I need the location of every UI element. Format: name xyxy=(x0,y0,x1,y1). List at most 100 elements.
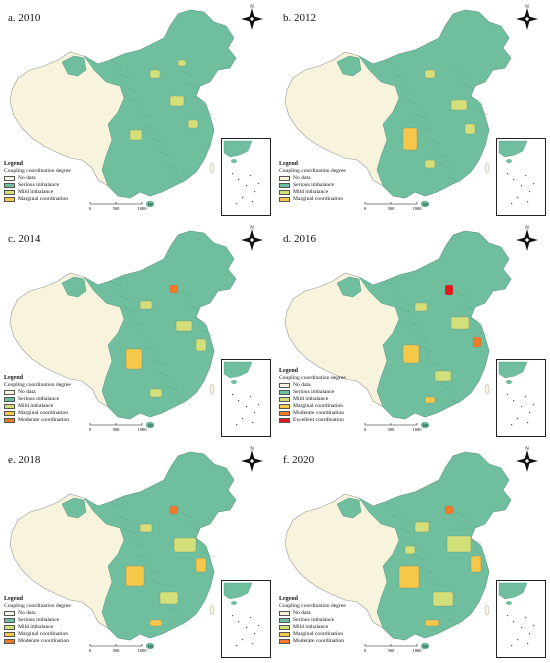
panel-title: a. 2010 xyxy=(8,12,41,24)
legend-subtitle: Coupling coordination degree xyxy=(279,375,346,381)
legend-swatch xyxy=(279,639,290,644)
legend-label: Mild imbalance xyxy=(18,624,54,630)
legend-label: Serious imbalance xyxy=(18,396,60,402)
legend-swatch xyxy=(4,632,15,637)
region-highlight xyxy=(195,557,207,573)
map-panel: e. 2018 N Legend Coupling coordination degr… xyxy=(0,442,275,663)
legend-swatch xyxy=(4,618,15,623)
panel-title: e. 2018 xyxy=(8,454,41,466)
south-china-sea-inset xyxy=(221,138,271,216)
panel-title: b. 2012 xyxy=(283,12,316,24)
scale-tick-label: 0 xyxy=(89,206,92,211)
region-highlight xyxy=(402,344,420,364)
hainan-island xyxy=(145,642,155,650)
south-china-sea-inset xyxy=(496,580,546,658)
region-highlight xyxy=(169,95,185,107)
legend-label: Serious imbalance xyxy=(18,182,60,188)
legend-item: Mild imbalance xyxy=(4,624,71,631)
legend-label: Moderate coordination xyxy=(18,417,70,423)
scale-tick-label: 500 xyxy=(388,427,396,432)
region-highlight xyxy=(444,284,454,296)
legend-item: No data xyxy=(4,389,71,396)
region-highlight xyxy=(402,127,418,151)
legend-label: Moderate coordination xyxy=(18,638,70,644)
legend-label: Marginal coordination xyxy=(293,403,344,409)
legend-item: Moderate coordination xyxy=(4,638,71,645)
legend-label: Marginal coordination xyxy=(293,631,344,637)
region-highlight xyxy=(169,284,179,294)
legend-swatch xyxy=(279,190,290,195)
legend-item: Excellent coordination xyxy=(279,417,346,424)
legend-swatch xyxy=(279,411,290,416)
north-label: N xyxy=(250,226,254,231)
legend-item: Mild imbalance xyxy=(279,189,346,196)
legend-item: Moderate coordination xyxy=(279,638,346,645)
legend-title: Legend xyxy=(279,368,299,374)
legend-label: Mild imbalance xyxy=(18,403,54,409)
map-panel: b. 2012 N Legend Coupling coordination degr… xyxy=(275,0,550,221)
china-map xyxy=(284,230,512,429)
legend-swatch xyxy=(4,390,15,395)
scale-tick-label: 1000 xyxy=(138,206,148,211)
legend-label: Serious imbalance xyxy=(293,389,335,395)
legend-swatch xyxy=(4,183,15,188)
region-highlight xyxy=(424,159,436,169)
legend-subtitle: Coupling coordination degree xyxy=(279,603,346,609)
legend-label: No data xyxy=(18,389,36,395)
legend-item: Serious imbalance xyxy=(4,617,71,624)
legend-item: Mild imbalance xyxy=(4,189,71,196)
region-highlight xyxy=(125,348,143,370)
region-highlight xyxy=(446,535,472,553)
legend-label: Serious imbalance xyxy=(293,182,335,188)
taiwan-island xyxy=(484,604,490,616)
china-map xyxy=(284,451,512,650)
legend-subtitle: Coupling coordination degree xyxy=(4,603,71,609)
region-highlight xyxy=(187,119,199,129)
legend-label: Marginal coordination xyxy=(18,410,69,416)
region-highlight xyxy=(414,302,428,312)
north-arrow-icon: N xyxy=(241,5,263,30)
legend-label: Moderate coordination xyxy=(293,638,345,644)
legend-swatch xyxy=(4,625,15,630)
region-highlight xyxy=(159,591,179,605)
legend-swatch xyxy=(279,383,290,388)
panel-title: c. 2014 xyxy=(8,233,41,245)
region-highlight xyxy=(177,59,187,67)
south-china-sea-inset xyxy=(496,138,546,216)
region-highlight xyxy=(424,619,440,627)
region-highlight xyxy=(125,565,145,587)
north-arrow-icon: N xyxy=(516,5,538,30)
hainan-island xyxy=(145,421,155,429)
legend-swatch xyxy=(4,639,15,644)
legend-label: No data xyxy=(293,610,311,616)
scale-tick-label: 0 xyxy=(89,648,92,653)
region-highlight xyxy=(464,123,476,135)
legend-swatch xyxy=(279,397,290,402)
scale-tick-label: 500 xyxy=(388,648,396,653)
legend-item: Marginal coordination xyxy=(4,631,71,638)
legend-item: Marginal coordination xyxy=(279,403,346,410)
panel-title: f. 2020 xyxy=(283,454,315,466)
region-highlight xyxy=(424,69,436,79)
scale-tick-label: 0 xyxy=(364,648,367,653)
legend-item: No data xyxy=(4,610,71,617)
legend-title: Legend xyxy=(279,161,299,167)
legend-label: Serious imbalance xyxy=(293,617,335,623)
legend-label: Marginal coordination xyxy=(18,631,69,637)
legend-swatch xyxy=(279,390,290,395)
scale-tick-label: 1000 xyxy=(138,427,148,432)
legend-label: Mild imbalance xyxy=(18,189,54,195)
taiwan-island xyxy=(209,604,215,616)
scale-unit: km xyxy=(148,423,154,428)
legend: Legend Coupling coordination degree No dat… xyxy=(4,375,71,424)
taiwan-island xyxy=(484,383,490,395)
legend-label: Excellent coordination xyxy=(293,417,344,423)
region-highlight xyxy=(434,370,452,382)
map-panel: d. 2016 N Legend Coupling coordination degr… xyxy=(275,221,550,442)
scale-tick-label: 1000 xyxy=(413,427,423,432)
legend-swatch xyxy=(279,183,290,188)
legend-swatch xyxy=(279,618,290,623)
legend-item: Moderate coordination xyxy=(279,410,346,417)
north-label: N xyxy=(525,447,529,452)
